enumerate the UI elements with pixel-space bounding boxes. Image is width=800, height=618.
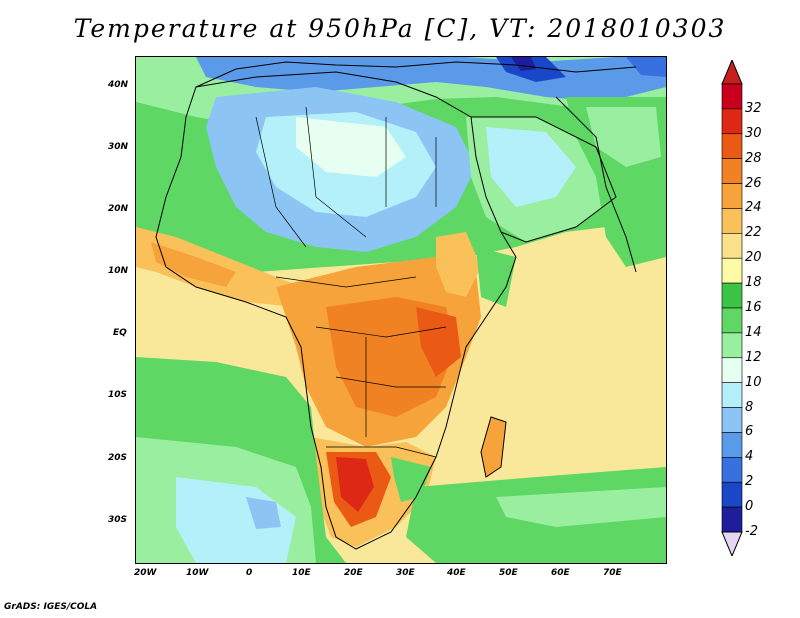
lat-label-30n: 30N (108, 142, 129, 152)
colorbar-tick-label: 2 (745, 474, 754, 490)
map-panel (135, 56, 667, 564)
colorbar-segment (721, 208, 743, 234)
colorbar-tick-label: 6 (745, 424, 754, 440)
colorbar-tick-label: 20 (745, 250, 762, 266)
colorbar-segment (721, 83, 743, 110)
map-title: Temperature at 950hPa [C], VT: 201801030… (73, 14, 727, 43)
west-africa-warm (136, 227, 316, 307)
lat-label-20n: 20N (108, 204, 129, 214)
colorbar (721, 60, 743, 556)
colorbar-tick-label: 10 (745, 374, 762, 390)
lon-label-60e: 60E (551, 568, 570, 578)
lat-label-eq: EQ (113, 328, 127, 338)
lon-label-10w: 10W (186, 568, 209, 578)
lat-label-10n: 10N (108, 266, 129, 276)
colorbar-segment (721, 307, 743, 334)
lon-label-10e: 10E (292, 568, 311, 578)
lat-label-20s: 20S (108, 453, 128, 463)
colorbar-segment (721, 357, 743, 383)
lon-label-0: 0 (246, 568, 253, 578)
colorbar-tick-label: 12 (745, 349, 762, 365)
lon-label-70e: 70E (603, 568, 622, 578)
colorbar-segment (721, 233, 743, 259)
colorbar-tick-label: -2 (745, 524, 758, 539)
colorbar-tick-label: 30 (745, 125, 762, 141)
colorbar-segment (721, 407, 743, 433)
colorbar-under-triangle (721, 531, 743, 556)
colorbar-tick-label: 32 (745, 100, 762, 116)
colorbar-tick-label: 24 (745, 200, 762, 216)
colorbar-segment (721, 108, 743, 135)
lon-label-30e: 30E (396, 568, 415, 578)
colorbar-segment (721, 257, 743, 284)
lon-label-20w: 20W (134, 568, 157, 578)
colorbar-segment (721, 158, 743, 184)
colorbar-segment (721, 457, 743, 483)
coastline (155, 71, 517, 550)
lon-label-50e: 50E (499, 568, 518, 578)
lat-label-40n: 40N (108, 80, 129, 90)
colorbar-tick-label: 0 (745, 499, 754, 515)
colorbar-tick-label: 18 (745, 275, 762, 291)
colorbar-segment (721, 481, 743, 508)
colorbar-tick-label: 28 (745, 150, 762, 166)
colorbar-tick-label: 4 (745, 449, 754, 465)
lat-label-30s: 30S (108, 515, 128, 525)
colorbar-segment (721, 183, 743, 209)
colorbar-tick-label: 26 (745, 175, 762, 191)
colorbar-segment (721, 506, 743, 533)
colorbar-segment (721, 282, 743, 309)
colorbar-tick-label: 8 (745, 399, 754, 415)
colorbar-tick-label: 16 (745, 300, 762, 315)
colorbar-over-triangle (721, 60, 743, 85)
colorbar-segment (721, 382, 743, 408)
colorbar-tick-label: 22 (745, 225, 762, 241)
temperature-field (136, 57, 666, 563)
grads-credit: GrADS: IGES/COLA (4, 602, 98, 612)
lat-label-10s: 10S (108, 390, 128, 400)
lon-label-20e: 20E (344, 568, 363, 578)
lon-label-40e: 40E (447, 568, 466, 578)
colorbar-segment (721, 133, 743, 159)
colorbar-segment (721, 332, 743, 359)
colorbar-segment (721, 432, 743, 458)
colorbar-tick-label: 14 (745, 324, 762, 340)
